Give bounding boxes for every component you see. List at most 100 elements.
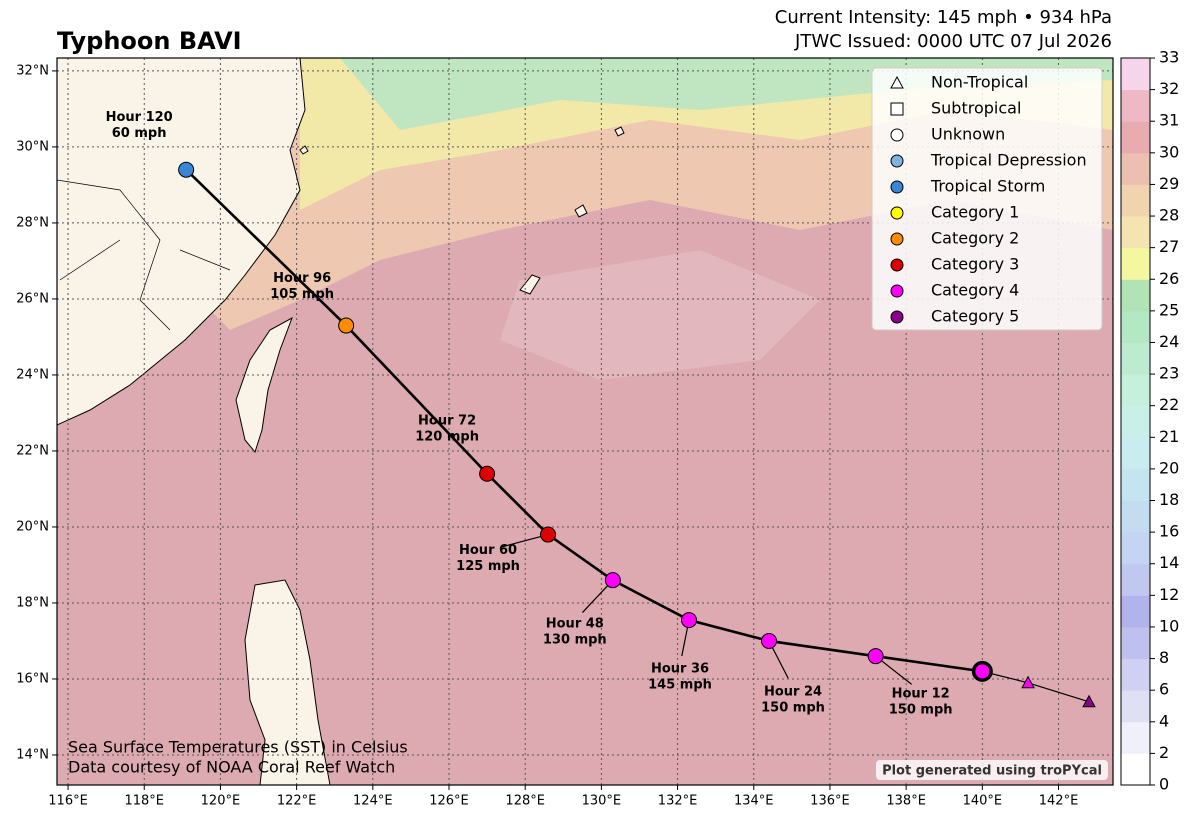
colorbar-band xyxy=(1121,152,1150,185)
y-tick-label: 18°N xyxy=(16,595,49,610)
wind-label: 125 mph xyxy=(456,559,520,574)
colorbar-label: 29 xyxy=(1159,174,1179,193)
y-tick-label: 14°N xyxy=(16,747,49,762)
colorbar-band xyxy=(1121,89,1150,122)
colorbar-band xyxy=(1121,247,1150,280)
x-tick-label: 128°E xyxy=(505,794,545,809)
legend-label: Non-Tropical xyxy=(931,73,1028,92)
x-tick-label: 120°E xyxy=(201,794,241,809)
colorbar-band xyxy=(1121,532,1150,565)
track-point xyxy=(479,465,496,482)
y-tick-label: 28°N xyxy=(16,215,49,230)
track-point xyxy=(178,161,195,178)
y-tick-label: 22°N xyxy=(16,443,49,458)
y-tick-label: 30°N xyxy=(16,139,49,154)
colorbar-label: 27 xyxy=(1159,237,1179,256)
x-tick-label: 118°E xyxy=(124,794,164,809)
colorbar-frame xyxy=(1120,57,1151,786)
colorbar-band xyxy=(1121,500,1150,533)
legend-marker xyxy=(890,102,904,116)
current-ring xyxy=(971,660,993,682)
legend-marker xyxy=(890,206,904,220)
legend-marker xyxy=(890,232,904,246)
y-tick-label: 20°N xyxy=(16,519,49,534)
legend-marker xyxy=(890,128,904,142)
x-tick-label: 140°E xyxy=(963,794,1003,809)
y-tick-label: 26°N xyxy=(16,291,49,306)
colorbar-label: 21 xyxy=(1159,427,1179,446)
wind-label: 105 mph xyxy=(270,287,334,302)
colorbar-band xyxy=(1121,58,1150,91)
track-point xyxy=(974,663,991,680)
hour-label: Hour 60 xyxy=(459,543,517,558)
hour-label: Hour 36 xyxy=(651,662,709,677)
colorbar-band xyxy=(1121,690,1150,723)
x-tick-label: 130°E xyxy=(582,794,622,809)
colorbar-label: 20 xyxy=(1159,458,1179,477)
colorbar-label: 31 xyxy=(1159,111,1179,130)
colorbar-label: 12 xyxy=(1159,585,1179,604)
colorbar-band xyxy=(1121,374,1150,407)
colorbar-band xyxy=(1121,216,1150,249)
track-point xyxy=(604,572,621,589)
intensity: Current Intensity: 145 mph • 934 hPa xyxy=(775,7,1112,28)
land-island xyxy=(299,126,625,295)
hour-label: Hour 72 xyxy=(418,413,476,428)
colorbar-label: 23 xyxy=(1159,364,1179,383)
colorbar-band xyxy=(1121,658,1150,691)
colorbar-label: 28 xyxy=(1159,206,1179,225)
colorbar-label: 25 xyxy=(1159,300,1179,319)
legend-marker xyxy=(890,180,904,194)
track-point xyxy=(867,648,884,665)
hour-label: Hour 12 xyxy=(892,687,950,702)
hour-label: Hour 48 xyxy=(546,617,604,632)
x-tick-label: 134°E xyxy=(734,794,774,809)
wind-label: 150 mph xyxy=(761,700,825,715)
legend-marker xyxy=(890,284,904,298)
colorbar-label: 6 xyxy=(1159,680,1169,699)
legend-marker xyxy=(890,75,904,89)
track-point xyxy=(338,317,355,334)
map-frame xyxy=(56,57,1114,786)
x-tick-label: 142°E xyxy=(1039,794,1079,809)
colorbar-label: 32 xyxy=(1159,79,1179,98)
colorbar-label: 30 xyxy=(1159,142,1179,161)
colorbar-band xyxy=(1121,310,1150,343)
colorbar-label: 22 xyxy=(1159,395,1179,414)
colorbar-band xyxy=(1121,721,1150,754)
sst-region xyxy=(500,250,820,380)
y-tick-label: 24°N xyxy=(16,367,49,382)
legend-label: Category 3 xyxy=(931,255,1019,274)
hour-label: Hour 24 xyxy=(764,684,822,699)
colorbar-label: 0 xyxy=(1159,775,1169,794)
x-tick-label: 126°E xyxy=(429,794,469,809)
colorbar-label: 18 xyxy=(1159,490,1179,509)
colorbar-label: 10 xyxy=(1159,616,1179,635)
colorbar-label: 33 xyxy=(1159,48,1179,67)
legend-label: Tropical Depression xyxy=(930,151,1087,170)
colorbar-band xyxy=(1121,121,1150,154)
wind-label: 120 mph xyxy=(415,429,479,444)
credit-box xyxy=(876,760,1108,780)
past-point xyxy=(1082,694,1096,708)
legend-label: Category 2 xyxy=(931,229,1019,248)
colorbar-band xyxy=(1121,626,1150,660)
x-tick-label: 132°E xyxy=(658,794,698,809)
x-tick-label: 138°E xyxy=(886,794,926,809)
track-point xyxy=(761,632,777,649)
title: Typhoon BAVI xyxy=(57,27,242,55)
y-tick-label: 16°N xyxy=(16,671,49,686)
colorbar-band xyxy=(1121,405,1150,438)
wind-label: 60 mph xyxy=(112,126,167,141)
source-note: Data courtesy of NOAA Coral Reef Watch xyxy=(68,758,395,777)
legend-label: Category 4 xyxy=(931,281,1019,300)
land-mainland xyxy=(57,58,306,426)
x-tick-label: 136°E xyxy=(810,794,850,809)
x-tick-label: 122°E xyxy=(277,794,317,809)
track-point xyxy=(681,612,697,629)
y-tick-label: 32°N xyxy=(16,63,49,78)
hour-label: Hour 120 xyxy=(106,110,173,125)
colorbar-band xyxy=(1121,468,1150,502)
credit: Plot generated using troPYcal xyxy=(882,764,1102,779)
